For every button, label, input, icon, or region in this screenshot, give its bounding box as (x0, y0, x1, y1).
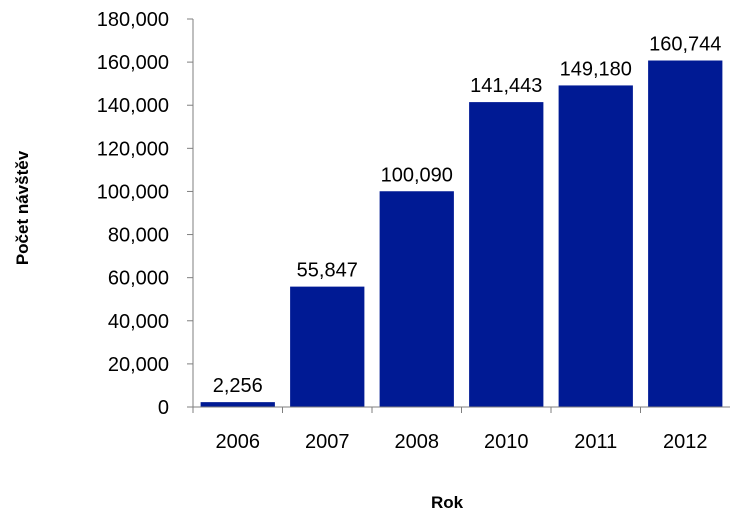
bar-2008 (379, 191, 454, 407)
y-tick-label-100000: 100,000 (97, 181, 169, 203)
y-tick-label-140000: 140,000 (97, 95, 169, 117)
x-tick-label-2008: 2008 (395, 431, 440, 453)
y-tick-label-120000: 120,000 (97, 138, 169, 160)
bar-2011 (558, 85, 633, 408)
data-label-2006: 2,256 (213, 375, 263, 397)
axes-layer: 2006 2007 2008 2010 2011 2012 0 20,000 40,000 60,… (97, 9, 730, 453)
data-label-2010: 141,443 (470, 75, 542, 97)
bar-2006 (200, 402, 275, 407)
data-label-2007: 55,847 (297, 260, 358, 282)
data-labels-layer: 2,256 55,847 100,090 141,443 149,180 160,744 (213, 34, 722, 398)
x-tick-label-2012: 2012 (663, 431, 708, 453)
bar-2007 (290, 286, 365, 407)
y-axis-title: Počet návštěv (13, 150, 32, 265)
x-axis-title: Rok (431, 493, 464, 512)
data-label-2011: 149,180 (560, 58, 632, 80)
x-tick-label-2010: 2010 (484, 431, 529, 453)
data-label-2012: 160,744 (649, 34, 721, 56)
x-tick-label-2006: 2006 (216, 431, 261, 453)
y-tick-label-160000: 160,000 (97, 52, 169, 74)
y-tick-label-180000: 180,000 (97, 9, 169, 31)
bar-2010 (469, 102, 544, 408)
y-tick-label-40000: 40,000 (108, 311, 169, 333)
x-tick-label-2011: 2011 (574, 431, 617, 453)
data-label-2008: 100,090 (381, 164, 453, 186)
bars-layer (200, 60, 723, 408)
x-tick-label-2007: 2007 (305, 431, 350, 453)
y-tick-label-80000: 80,000 (108, 225, 169, 247)
y-tick-label-20000: 20,000 (108, 354, 169, 376)
y-tick-label-0: 0 (158, 397, 169, 419)
bar-2012 (648, 60, 723, 407)
y-tick-label-60000: 60,000 (108, 268, 169, 290)
